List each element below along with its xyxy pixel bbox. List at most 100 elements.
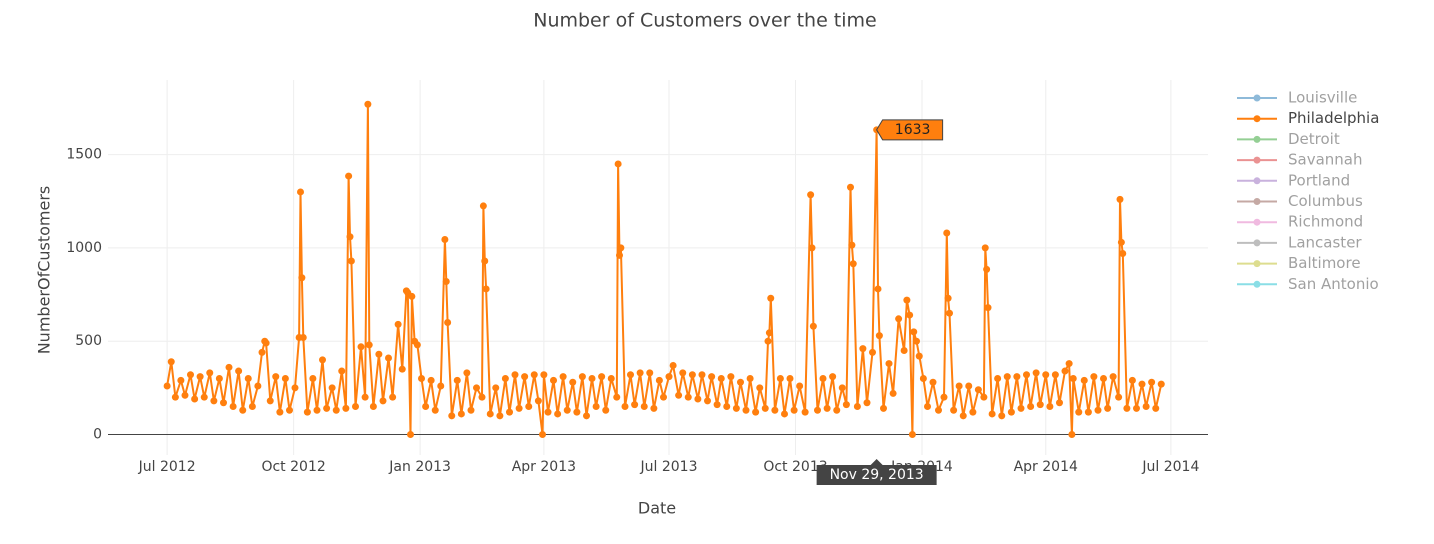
legend-item[interactable]: Portland: [1237, 171, 1350, 189]
legend-item[interactable]: Baltimore: [1237, 254, 1361, 272]
data-point: [665, 373, 673, 381]
data-point: [737, 378, 744, 386]
data-point: [482, 285, 490, 293]
data-point: [808, 244, 816, 252]
data-point: [669, 361, 677, 369]
data-point: [473, 384, 480, 392]
legend-item[interactable]: Richmond: [1237, 213, 1363, 231]
data-point: [501, 375, 509, 383]
legend-item[interactable]: Louisville: [1237, 89, 1357, 107]
data-point: [303, 408, 311, 416]
legend-label: Portland: [1288, 171, 1350, 189]
data-point: [422, 402, 430, 410]
data-point: [819, 375, 827, 383]
legend-item[interactable]: Lancaster: [1237, 233, 1362, 251]
data-point: [1065, 360, 1073, 368]
data-point: [613, 393, 621, 401]
data-point: [357, 343, 365, 351]
legend-marker: [1253, 177, 1261, 185]
data-point: [588, 375, 596, 383]
hover-label: 1633: [895, 122, 931, 138]
data-point: [767, 294, 775, 302]
data-point: [650, 404, 658, 412]
data-point: [346, 233, 354, 241]
data-point: [1036, 401, 1044, 409]
legend-item[interactable]: Detroit: [1237, 130, 1340, 148]
legend-item[interactable]: San Antonio: [1237, 275, 1379, 293]
data-point: [167, 358, 175, 366]
data-point: [955, 382, 963, 390]
data-point: [698, 371, 706, 379]
data-point: [935, 406, 942, 414]
y-tick-label: 1500: [66, 147, 102, 163]
data-point: [177, 376, 185, 384]
data-point: [807, 191, 815, 199]
data-point: [297, 188, 304, 196]
data-point: [239, 406, 247, 414]
data-point: [338, 367, 346, 375]
data-point: [889, 389, 897, 397]
legend-item[interactable]: Savannah: [1237, 151, 1363, 169]
data-point: [286, 406, 293, 414]
data-point: [809, 322, 817, 330]
data-point: [1069, 375, 1077, 383]
data-point: [1119, 250, 1127, 258]
data-point: [1123, 404, 1131, 412]
data-point: [379, 397, 387, 405]
data-point: [607, 375, 615, 383]
data-point: [171, 393, 179, 401]
data-point: [1061, 367, 1069, 375]
data-point: [467, 406, 475, 414]
data-point: [984, 304, 992, 312]
data-point: [919, 375, 927, 383]
data-point: [994, 375, 1002, 383]
data-point: [1003, 373, 1011, 381]
chart-title: Number of Customers over the time: [533, 10, 877, 32]
data-point: [943, 229, 951, 237]
data-point: [441, 236, 449, 244]
data-point: [842, 401, 850, 409]
data-point: [191, 395, 199, 403]
data-point: [364, 100, 372, 108]
data-point: [602, 406, 610, 414]
data-point: [569, 378, 577, 386]
data-point: [262, 339, 270, 347]
legend-item[interactable]: Columbus: [1237, 192, 1363, 210]
data-point: [1128, 376, 1136, 384]
data-point: [1056, 399, 1063, 407]
data-point: [592, 402, 600, 410]
legend-item[interactable]: Philadelphia: [1237, 109, 1379, 127]
data-point: [790, 406, 798, 414]
data-point: [646, 369, 654, 377]
data-point: [235, 367, 243, 375]
data-point: [1104, 404, 1112, 412]
data-point: [742, 406, 750, 414]
data-point: [1051, 371, 1059, 379]
data-point: [756, 384, 764, 392]
legend-label: Savannah: [1288, 151, 1363, 169]
x-tick-label: Oct 2013: [763, 459, 827, 475]
data-point: [1084, 408, 1092, 416]
data-point: [369, 402, 377, 410]
data-point: [1109, 373, 1117, 381]
data-point: [448, 412, 456, 420]
data-point: [298, 274, 306, 282]
data-point: [847, 183, 854, 191]
data-point: [332, 406, 340, 414]
data-point: [1007, 408, 1015, 416]
data-point: [266, 397, 274, 405]
data-point: [550, 376, 557, 384]
data-point: [723, 402, 731, 410]
data-point: [365, 341, 373, 349]
data-point: [1116, 195, 1124, 203]
data-point: [675, 391, 683, 399]
data-point: [291, 384, 299, 392]
data-point: [895, 315, 903, 323]
data-point: [900, 347, 908, 355]
data-point: [225, 363, 233, 371]
legend-label: San Antonio: [1288, 275, 1379, 293]
data-point: [525, 402, 533, 410]
x-tick-label: Jan 2013: [388, 459, 451, 475]
data-point: [829, 373, 837, 381]
data-point: [823, 404, 831, 412]
